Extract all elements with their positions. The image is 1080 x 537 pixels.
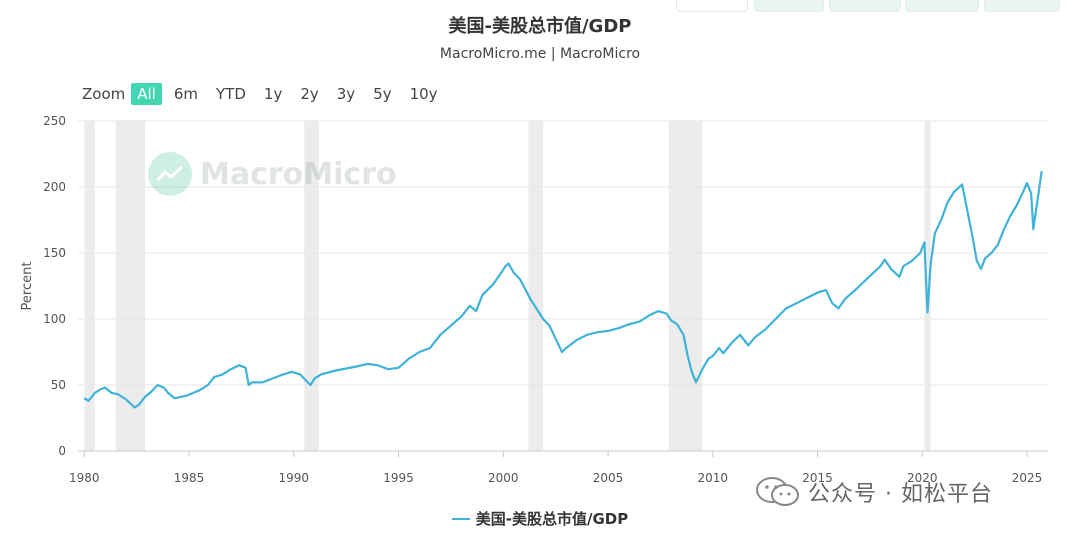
x-tick-label: 1990 [279, 471, 310, 485]
toolbar-button[interactable] [905, 0, 979, 12]
toolbar-button[interactable] [984, 0, 1060, 12]
legend[interactable]: 美国-美股总市值/GDP [0, 508, 1080, 529]
range-selector: Zoom All 6m YTD 1y 2y 3y 5y 10y [82, 82, 450, 106]
series-lines [83, 171, 1043, 409]
x-tick-label: 2010 [698, 471, 729, 485]
series-line [83, 171, 1043, 409]
y-tick-label: 100 [43, 312, 66, 326]
x-tick-label: 1995 [383, 471, 414, 485]
wechat-watermark: 公众号 · 如松平台 [754, 476, 993, 508]
y-axis: 0 50 100 150 200 250 [43, 114, 66, 458]
range-button-1y[interactable]: 1y [263, 85, 283, 103]
legend-swatch [451, 517, 470, 520]
x-tick-label: 2000 [488, 471, 519, 485]
chart-subtitle: MacroMicro.me | MacroMicro [439, 46, 641, 62]
y-tick-label: 0 [58, 444, 66, 458]
y-tick-label: 250 [43, 114, 66, 128]
x-tick-label: 2020 [907, 471, 938, 485]
recession-band [528, 121, 544, 451]
wechat-label: 公众号 · 如松平台 [808, 482, 993, 507]
recession-band [304, 121, 319, 451]
recession-band [668, 121, 703, 451]
recession-bands [84, 121, 931, 451]
x-axis: 1980 1985 1990 1995 2000 2005 2010 2015 2020 2025 [69, 451, 1042, 485]
range-button-3y[interactable]: 3y [336, 85, 356, 103]
range-button-5y[interactable]: 5y [373, 85, 392, 103]
wechat-icon [756, 477, 799, 506]
y-tick-label: 200 [43, 180, 66, 194]
range-button-10y[interactable]: 10y [409, 85, 438, 103]
gridlines [78, 120, 1048, 452]
chart-title: 美国-美股总市值/GDP [448, 16, 632, 37]
watermark-text: MacroMicro [200, 156, 397, 192]
x-tick-label: 1980 [69, 471, 100, 485]
y-tick-label: 150 [43, 246, 66, 260]
x-tick-label: 1985 [174, 471, 205, 485]
x-tick-label: 2025 [1012, 471, 1043, 485]
macromicro-logo-icon [148, 152, 192, 196]
range-button-all[interactable]: All [131, 83, 162, 105]
toolbar-button[interactable] [676, 0, 748, 12]
toolbar-button[interactable] [829, 0, 901, 12]
range-button-2y[interactable]: 2y [300, 85, 319, 103]
toolbar-button[interactable] [754, 0, 824, 12]
x-tick-label: 2015 [802, 471, 833, 485]
y-axis-title: Percent [20, 262, 35, 311]
range-button-ytd[interactable]: YTD [216, 85, 246, 103]
range-button-6m[interactable]: 6m [173, 85, 199, 103]
zoom-label: Zoom [82, 85, 126, 103]
recession-band [84, 121, 95, 451]
y-tick-label: 50 [51, 378, 66, 392]
recession-band [924, 121, 931, 451]
legend-label: 美国-美股总市值/GDP [475, 510, 629, 528]
x-tick-label: 2005 [593, 471, 624, 485]
macromicro-watermark: MacroMicro [148, 152, 397, 196]
